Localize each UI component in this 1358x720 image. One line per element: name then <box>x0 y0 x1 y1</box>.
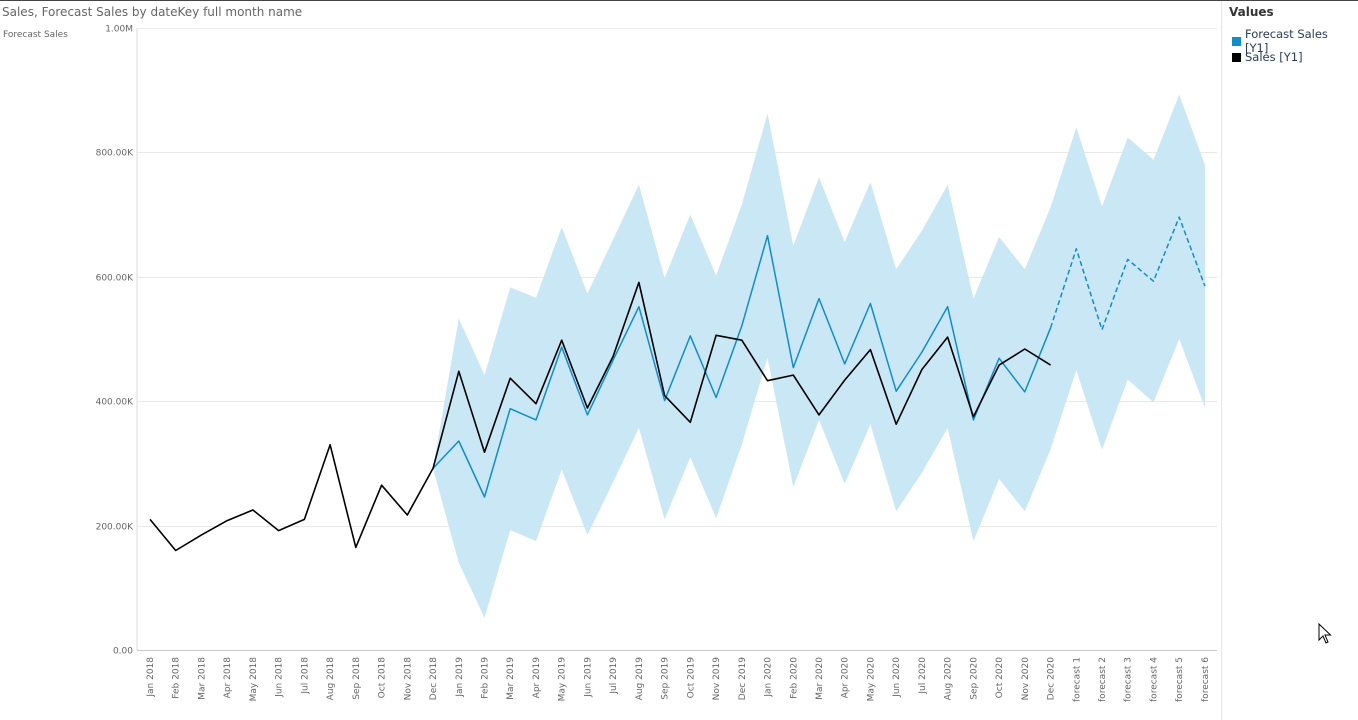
x-tick-label: forecast 1 <box>1072 657 1082 702</box>
x-tick-label: Apr 2019 <box>532 657 542 699</box>
top-border <box>0 0 1358 1</box>
x-tick-label: Oct 2020 <box>995 657 1005 699</box>
legend-item-sales[interactable]: Sales [Y1] <box>1229 49 1354 65</box>
x-tick-label: Sep 2020 <box>969 657 979 700</box>
x-tick-label: Mar 2020 <box>815 657 825 700</box>
y-tick-label: 400.00K <box>96 398 134 408</box>
x-tick-label: May 2018 <box>249 657 259 702</box>
x-tick-label: Sep 2018 <box>352 657 362 700</box>
y-axis-title: Forecast Sales <box>3 30 68 40</box>
legend-item-forecast-sales[interactable]: Forecast Sales [Y1] <box>1229 27 1354 55</box>
x-tick-label: Jan 2020 <box>764 657 774 698</box>
y-tick-label: 800.00K <box>96 149 134 159</box>
x-tick-label: Jun 2018 <box>275 657 285 698</box>
chart-title: Sales, Forecast Sales by dateKey full mo… <box>2 5 303 19</box>
mouse-pointer-icon <box>1318 623 1332 644</box>
x-tick-label: Mar 2018 <box>198 657 208 700</box>
x-tick-label: Oct 2018 <box>378 657 388 699</box>
x-axis: Jan 2018 Feb 2018 Mar 2018 Apr 2018 May 2018… <box>146 657 1211 702</box>
x-tick-label: Mar 2019 <box>506 657 516 700</box>
line-chart[interactable]: 0.00 200.00K 400.00K 600.00K 800.00K 1.00M Ja… <box>0 0 1221 720</box>
x-tick-label: Jan 2019 <box>455 657 465 698</box>
y-tick-label: 0.00 <box>113 647 133 657</box>
x-tick-label: Aug 2018 <box>326 657 336 701</box>
x-tick-label: Sep 2019 <box>661 657 671 700</box>
x-tick-label: Jun 2019 <box>583 657 593 698</box>
x-tick-label: forecast 3 <box>1124 657 1134 702</box>
y-axis: 0.00 200.00K 400.00K 600.00K 800.00K 1.00M <box>96 25 134 657</box>
legend-label-forecast-sales: Forecast Sales [Y1] <box>1245 27 1328 55</box>
confidence-band <box>433 94 1205 618</box>
confidence-band-area <box>433 94 1205 618</box>
legend: Values Forecast Sales [Y1] Sales [Y1] <box>1229 5 1354 65</box>
x-tick-label: Jul 2020 <box>918 657 928 695</box>
x-tick-label: forecast 4 <box>1150 657 1160 702</box>
legend-swatch-sales <box>1232 52 1241 62</box>
x-tick-label: Nov 2020 <box>1021 657 1031 701</box>
x-tick-label: Jan 2018 <box>146 657 156 698</box>
x-tick-label: Feb 2018 <box>172 657 182 699</box>
x-tick-label: May 2020 <box>866 657 876 702</box>
x-tick-label: Aug 2020 <box>944 657 954 701</box>
x-tick-label: forecast 6 <box>1201 657 1211 702</box>
y-tick-label: 200.00K <box>96 523 134 533</box>
x-tick-label: forecast 5 <box>1175 657 1185 702</box>
x-tick-label: Feb 2020 <box>789 657 799 699</box>
y-tick-label: 600.00K <box>96 274 134 284</box>
x-tick-label: Apr 2020 <box>841 657 851 699</box>
x-tick-label: Jun 2020 <box>892 657 902 698</box>
x-tick-label: Feb 2019 <box>481 657 491 699</box>
legend-swatch-forecast-sales <box>1232 36 1241 46</box>
sales-line <box>149 281 1052 552</box>
x-tick-label: Dec 2019 <box>738 657 748 700</box>
x-tick-label: Jul 2018 <box>300 657 310 695</box>
series-lines <box>149 216 1206 552</box>
y-tick-label: 1.00M <box>105 25 133 35</box>
x-tick-label: Dec 2020 <box>1047 657 1057 700</box>
forecast-sales-projection-line <box>1049 216 1206 331</box>
x-tick-label: Nov 2018 <box>403 657 413 701</box>
x-tick-label: Apr 2018 <box>223 657 233 699</box>
legend-divider <box>1221 1 1222 720</box>
x-tick-label: Aug 2019 <box>635 657 645 701</box>
forecast-sales-line <box>432 234 1052 498</box>
x-tick-label: Dec 2018 <box>429 657 439 700</box>
x-tick-label: Jul 2019 <box>609 657 619 695</box>
legend-title: Values <box>1229 5 1274 19</box>
x-tick-label: Oct 2019 <box>686 657 696 699</box>
legend-label-sales: Sales [Y1] <box>1245 50 1303 64</box>
x-tick-label: forecast 2 <box>1098 657 1108 702</box>
x-tick-label: Nov 2019 <box>712 657 722 701</box>
x-tick-label: May 2019 <box>558 657 568 702</box>
